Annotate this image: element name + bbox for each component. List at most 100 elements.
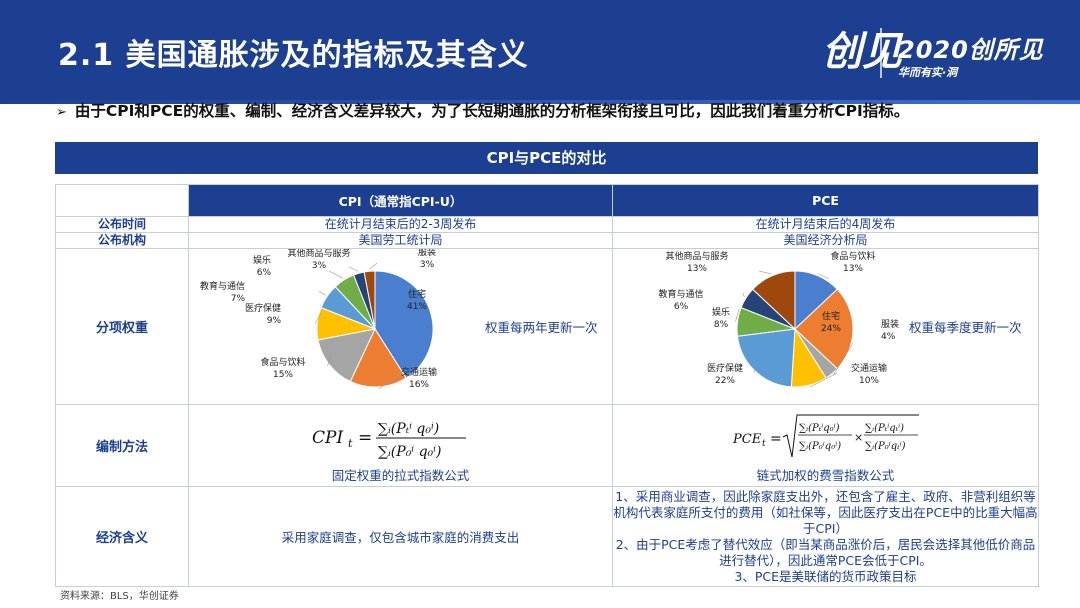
bullet-text: 由于CPI和PCE的权重、编制、经济含义差异较大，为了长短期通胀的分析框架衔接且… (74, 102, 910, 120)
pce-meaning-line: 3、PCE是美联储的货币政策目标 (734, 568, 917, 584)
pce-meaning-line: 2、由于PCE考虑了替代效应（即当某商品涨价后，居民会选择其他低价商品进行替代）… (615, 536, 1036, 568)
pie-slice-label: 医疗保健 (707, 362, 743, 374)
row-label-meaning: 经济含义 (55, 486, 189, 587)
cpi-publish-time: 在统计月结束后的2-3周发布 (188, 216, 613, 233)
pie-slice-label: 娱乐 (253, 254, 271, 266)
cpi-weights-cell: 住宅 41% 交通运输 16% 食品与饮料 15% 医疗保健 9% 教育与通信 7% 娱乐 6% 其他商… (188, 248, 613, 405)
svg-text:∑ᵢ(P₀ⁱq₀ⁱ): ∑ᵢ(P₀ⁱq₀ⁱ) (799, 441, 841, 452)
pie-slice-label: 其他商品与服务 (665, 250, 728, 262)
pie-slice-label: 娱乐 (712, 306, 730, 318)
svg-text:∑ᵢ(Pₜⁱq₀ⁱ): ∑ᵢ(Pₜⁱq₀ⁱ) (799, 423, 840, 434)
pie-slice (317, 328, 376, 383)
pie-slice-label: 食品与饮料 (260, 356, 305, 368)
pie-slice-value: 13% (687, 264, 707, 274)
pie-slice-value: 16% (409, 380, 429, 390)
cpi-meaning: 采用家庭调查，仅包含城市家庭的消费支出 (188, 486, 613, 587)
pie-slice-label: 医疗保健 (245, 302, 281, 314)
pie-slice-value: 22% (715, 376, 735, 386)
pce-method-caption: 链式加权的费雪指数公式 (756, 468, 895, 483)
pie-slice-value: 3% (312, 261, 327, 271)
cpi-weights-note: 权重每两年更新一次 (485, 320, 598, 335)
svg-text:∑ᵢ(Pₜⁱ q₀ⁱ): ∑ᵢ(Pₜⁱ q₀ⁱ) (378, 421, 439, 437)
pie-leader-line (742, 292, 745, 297)
pce-publisher: 美国经济分析局 (612, 232, 1039, 249)
laspeyres-formula: CPI t = ∑ᵢ(Pₜⁱ q₀ⁱ) ∑ᵢ(P₀ⁱ q₀ⁱ) (189, 411, 612, 466)
row-label-publisher: 公布机构 (55, 232, 189, 249)
pie-slice-label: 服装 (881, 318, 899, 330)
cpi-method-caption: 固定权重的拉式指数公式 (331, 468, 470, 483)
pie-slice-value: 41% (407, 302, 427, 312)
pce-formula-lhs: PCE (732, 432, 762, 447)
row-label-publish-time: 公布时间 (55, 216, 189, 233)
cpi-pie-chart: 住宅 41% 交通运输 16% 食品与饮料 15% 医疗保健 9% 教育与通信 7% 娱乐 6% 其他商… (200, 249, 437, 390)
svg-text:∑ᵢ(P₀ⁱ q₀ⁱ): ∑ᵢ(P₀ⁱ q₀ⁱ) (378, 444, 441, 460)
pie-leader-line (327, 352, 332, 366)
pce-meaning: 1、采用商业调查，因此除家庭支出外，还包含了雇主、政府、非营利组织等机构代表家庭… (612, 486, 1039, 587)
pie-slice (363, 270, 376, 330)
pie-slice (752, 270, 796, 331)
pie-slice-value: 4% (881, 332, 896, 342)
pie-slice-label: 交通运输 (401, 366, 437, 378)
pce-pie-chart: 食品与饮料 13% 住宅 24% 服装 4% 交通运输 10% 医疗保健 22% 娱乐 8% 教育与通信… (658, 250, 899, 388)
pie-slice-value: 24% (821, 324, 841, 334)
row-label-weights: 分项权重 (55, 248, 189, 405)
logo-divider (880, 28, 882, 78)
pie-slice-value: 7% (231, 294, 246, 304)
row-label-method: 编制方法 (55, 404, 189, 487)
pie-leader-line (315, 312, 322, 324)
pie-leader-line (809, 372, 838, 388)
cpi-publisher: 美国劳工统计局 (188, 232, 613, 249)
pie-slice-value: 6% (674, 302, 689, 312)
pie-leader-line (818, 273, 830, 280)
pie-leader-line (318, 290, 326, 296)
bullet-statement: ➢ 由于CPI和PCE的权重、编制、经济含义差异较大，为了长短期通胀的分析框架衔接… (56, 99, 909, 121)
pie-leader-line (832, 342, 854, 376)
cpi-method-cell: CPI t = ∑ᵢ(Pₜⁱ q₀ⁱ) ∑ᵢ(P₀ⁱ q₀ⁱ) 固定权重的拉式指… (188, 404, 613, 487)
pie-slice (736, 328, 796, 388)
pie-slice-value: 10% (859, 376, 879, 386)
pie-slice-value: 3% (420, 260, 435, 270)
pie-leader-line (348, 266, 359, 272)
pce-formula-svg: PCE t = ∑ᵢ(Pₜⁱq₀ⁱ) ∑ᵢ(P₀ⁱq₀ⁱ) × ∑ᵢ(Pₜⁱqₜ… (732, 414, 919, 458)
pce-meaning-line: 1、采用商业调查，因此除家庭支出外，还包含了雇主、政府、非营利组织等机构代表家庭… (613, 488, 1038, 536)
pie-leader-line (378, 370, 404, 390)
logo-year: 2020创所见 (898, 36, 1044, 64)
pce-publish-time: 在统计月结束后的4周发布 (612, 216, 1039, 233)
svg-text:=: = (358, 428, 372, 448)
pie-slice-label: 住宅 (822, 310, 840, 322)
pie-leader-line (735, 308, 740, 322)
logo-mark: 创见 (822, 29, 902, 75)
comparison-table: CPI（通常指CPI-U） PCE 公布时间 在统计月结束后的2-3周发布 在统… (55, 184, 1039, 587)
pie-leader-line (758, 270, 772, 275)
pie-slice-label: 交通运输 (851, 362, 887, 374)
column-header-pce: PCE (612, 184, 1039, 217)
header-stripe (0, 100, 1080, 104)
svg-text:=: = (770, 431, 782, 447)
pie-slice-value: 13% (843, 264, 863, 274)
pie-slice-label: 教育与通信 (658, 288, 703, 300)
cpi-formula-svg: CPI t = ∑ᵢ(Pₜⁱ q₀ⁱ) ∑ᵢ(P₀ⁱ q₀ⁱ) (312, 421, 466, 460)
logo-slogan: 华而有实·洞 (898, 66, 958, 79)
pce-method-cell: PCE t = ∑ᵢ(Pₜⁱq₀ⁱ) ∑ᵢ(P₀ⁱq₀ⁱ) × ∑ᵢ(Pₜⁱqₜ… (612, 404, 1039, 487)
pie-slice-label: 服装 (418, 249, 436, 258)
svg-text:×: × (854, 431, 863, 444)
pie-slice-label: 教育与通信 (200, 280, 245, 292)
section-banner: CPI与PCE的对比 (55, 142, 1038, 174)
pie-slice-value: 6% (257, 268, 272, 278)
pce-weights-cell: 食品与饮料 13% 住宅 24% 服装 4% 交通运输 10% 医疗保健 22% 娱乐 8% 教育与通信… (612, 248, 1039, 405)
brand-logo: 创见 2020创所见 华而有实·洞 (818, 22, 1058, 84)
svg-text:t: t (762, 439, 766, 449)
cpi-formula-lhs: CPI (312, 428, 343, 448)
fisher-formula: PCE t = ∑ᵢ(Pₜⁱq₀ⁱ) ∑ᵢ(P₀ⁱq₀ⁱ) × ∑ᵢ(Pₜⁱqₜ… (613, 411, 1038, 466)
pie-slice-label: 住宅 (408, 288, 426, 300)
pie-slice (794, 288, 854, 370)
arrow-bullet-icon: ➢ (56, 105, 67, 120)
svg-text:∑ᵢ(Pₜⁱqₜⁱ): ∑ᵢ(Pₜⁱqₜⁱ) (865, 423, 904, 434)
header-corner-cell (55, 184, 189, 217)
pie-slice-value: 15% (273, 370, 293, 380)
pie-slice-value: 8% (714, 320, 729, 330)
header-bar (0, 0, 1080, 100)
pie-slice (349, 327, 407, 388)
source-note: 资料来源：BLS，华创证券 (60, 591, 179, 602)
pie-leader-line (328, 270, 344, 279)
